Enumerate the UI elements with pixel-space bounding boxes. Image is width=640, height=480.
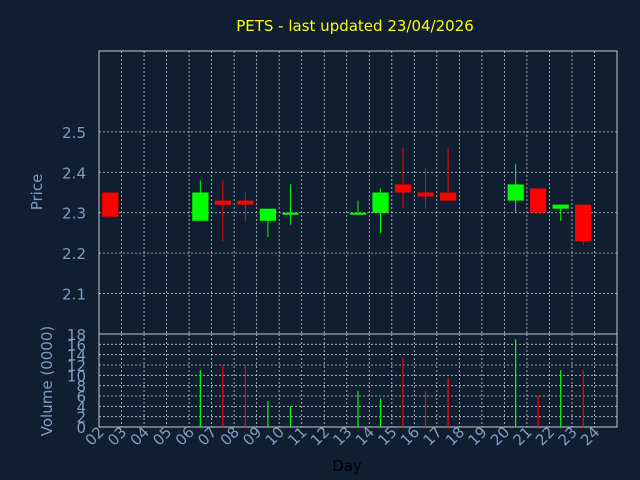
candle-02 bbox=[102, 192, 119, 217]
volume-axis-label: Volume (0000) bbox=[38, 326, 56, 436]
candle-body bbox=[552, 204, 569, 209]
price-tick-label: 2.4 bbox=[62, 164, 86, 182]
candle-22 bbox=[552, 204, 569, 221]
candle-body bbox=[349, 212, 367, 215]
candle-20 bbox=[507, 164, 524, 213]
price-panel: 2.1 2.2 2.3 2.4 2.5 bbox=[62, 50, 618, 335]
volume-tick-label: 4 bbox=[76, 398, 86, 416]
candle-body bbox=[372, 192, 389, 213]
price-tick-label: 2.1 bbox=[62, 286, 86, 304]
candle-body bbox=[575, 204, 592, 242]
volume-tick-label: 16 bbox=[67, 336, 86, 354]
candle-body bbox=[214, 200, 231, 205]
candle-06 bbox=[192, 180, 209, 221]
volume-tick-label: 2 bbox=[76, 409, 86, 427]
candle-body bbox=[192, 192, 209, 221]
candle-21 bbox=[530, 188, 547, 213]
candle-body bbox=[417, 192, 434, 197]
candle-body bbox=[102, 192, 119, 217]
candle-10 bbox=[282, 184, 299, 225]
volume-panel: 0246810121416180203040506070809101112131… bbox=[67, 326, 618, 449]
price-axis-label: Price bbox=[28, 174, 46, 211]
price-tick-label: 2.3 bbox=[62, 205, 86, 223]
chart-title: PETS - last updated 23/04/2026 bbox=[236, 17, 474, 35]
candle-body bbox=[394, 184, 412, 193]
candle-08 bbox=[237, 192, 254, 221]
candle-17 bbox=[439, 148, 457, 201]
candle-09 bbox=[259, 208, 277, 237]
volume-tick-label: 0 bbox=[76, 419, 86, 437]
candle-body bbox=[259, 208, 277, 221]
candle-14 bbox=[372, 188, 389, 233]
candle-13 bbox=[349, 200, 367, 215]
volume-tick-label: 12 bbox=[67, 357, 86, 375]
candle-body bbox=[507, 184, 524, 201]
price-tick-label: 2.2 bbox=[62, 245, 86, 263]
candle-07 bbox=[214, 180, 231, 242]
candle-body bbox=[439, 192, 457, 201]
price-tick-label: 2.5 bbox=[62, 124, 86, 142]
volume-tick-label: 10 bbox=[67, 367, 86, 385]
volume-tick-label: 14 bbox=[67, 347, 86, 365]
volume-tick-label: 8 bbox=[76, 378, 86, 396]
volume-tick-label: 18 bbox=[67, 326, 86, 344]
candle-body bbox=[237, 200, 254, 205]
candle-15 bbox=[394, 148, 412, 209]
candle-body bbox=[530, 188, 547, 213]
candle-body bbox=[282, 212, 299, 215]
candle-16 bbox=[417, 168, 434, 209]
volume-tick-label: 6 bbox=[76, 388, 86, 406]
x-axis-label: Day bbox=[332, 457, 362, 475]
candle-23 bbox=[575, 204, 592, 246]
